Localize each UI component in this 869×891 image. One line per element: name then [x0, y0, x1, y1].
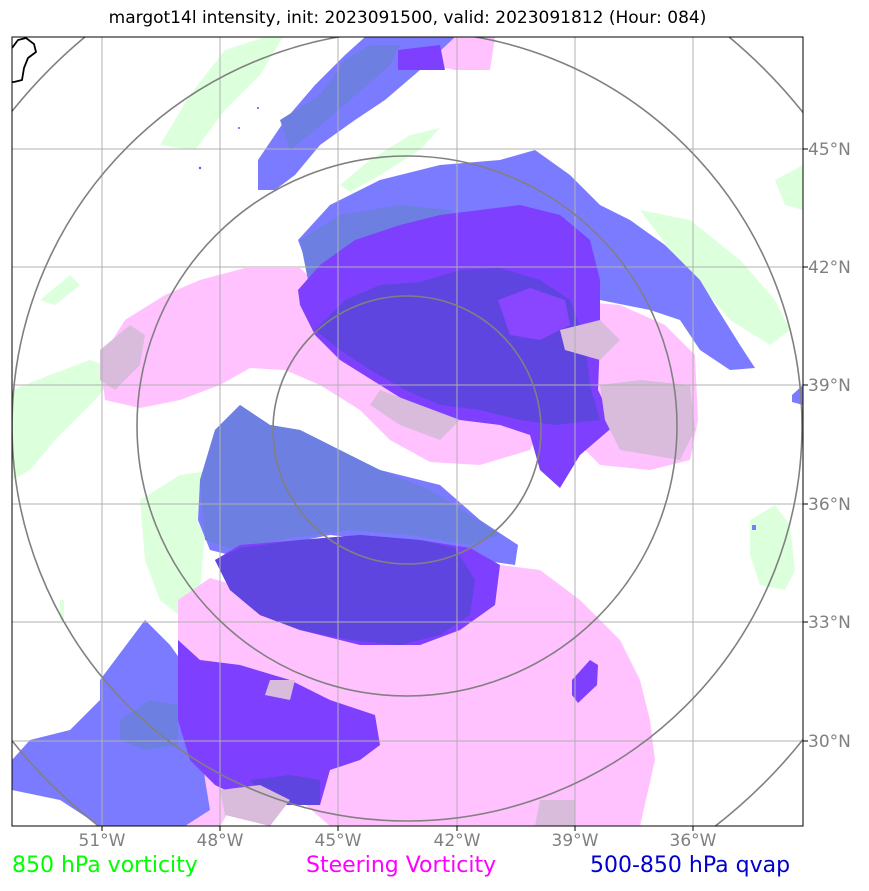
lon-label: 39°W — [552, 831, 599, 851]
lon-label: 51°W — [79, 831, 126, 851]
lat-label: 30°N — [808, 732, 851, 752]
graticule — [12, 37, 803, 826]
legend-steering-vorticity: Steering Vorticity — [306, 853, 497, 878]
lat-label: 39°N — [808, 376, 851, 396]
lon-label: 45°W — [315, 831, 362, 851]
lon-label: 48°W — [197, 831, 244, 851]
lat-label: 45°N — [808, 140, 851, 160]
muted-overlap — [100, 320, 695, 826]
legend-850hpa-vorticity: 850 hPa vorticity — [12, 853, 198, 878]
map-title: margot14l intensity, init: 2023091500, v… — [108, 8, 707, 28]
tick-marks — [101, 148, 808, 831]
map-frame — [11, 36, 804, 827]
coastline — [12, 37, 38, 83]
lon-label: 36°W — [670, 831, 717, 851]
lat-label: 42°N — [808, 258, 851, 278]
green-vorticity-contours — [12, 37, 803, 620]
lat-label: 33°N — [808, 613, 851, 633]
legend-qvap: 500-850 hPa qvap — [590, 853, 791, 878]
lon-label: 42°W — [434, 831, 481, 851]
lat-label: 36°N — [808, 495, 851, 515]
